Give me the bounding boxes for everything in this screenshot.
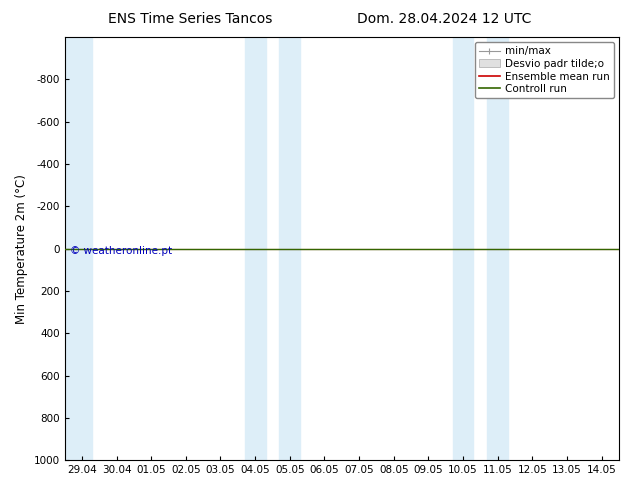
Text: Dom. 28.04.2024 12 UTC: Dom. 28.04.2024 12 UTC bbox=[356, 12, 531, 26]
Bar bbox=[453, 37, 474, 460]
Bar bbox=[488, 37, 508, 460]
Bar bbox=[65, 37, 93, 460]
Text: ENS Time Series Tancos: ENS Time Series Tancos bbox=[108, 12, 273, 26]
Legend: min/max, Desvio padr tilde;o, Ensemble mean run, Controll run: min/max, Desvio padr tilde;o, Ensemble m… bbox=[475, 42, 614, 98]
Bar bbox=[245, 37, 266, 460]
Y-axis label: Min Temperature 2m (°C): Min Temperature 2m (°C) bbox=[15, 173, 28, 323]
Bar bbox=[280, 37, 300, 460]
Text: © weatheronline.pt: © weatheronline.pt bbox=[70, 246, 172, 256]
